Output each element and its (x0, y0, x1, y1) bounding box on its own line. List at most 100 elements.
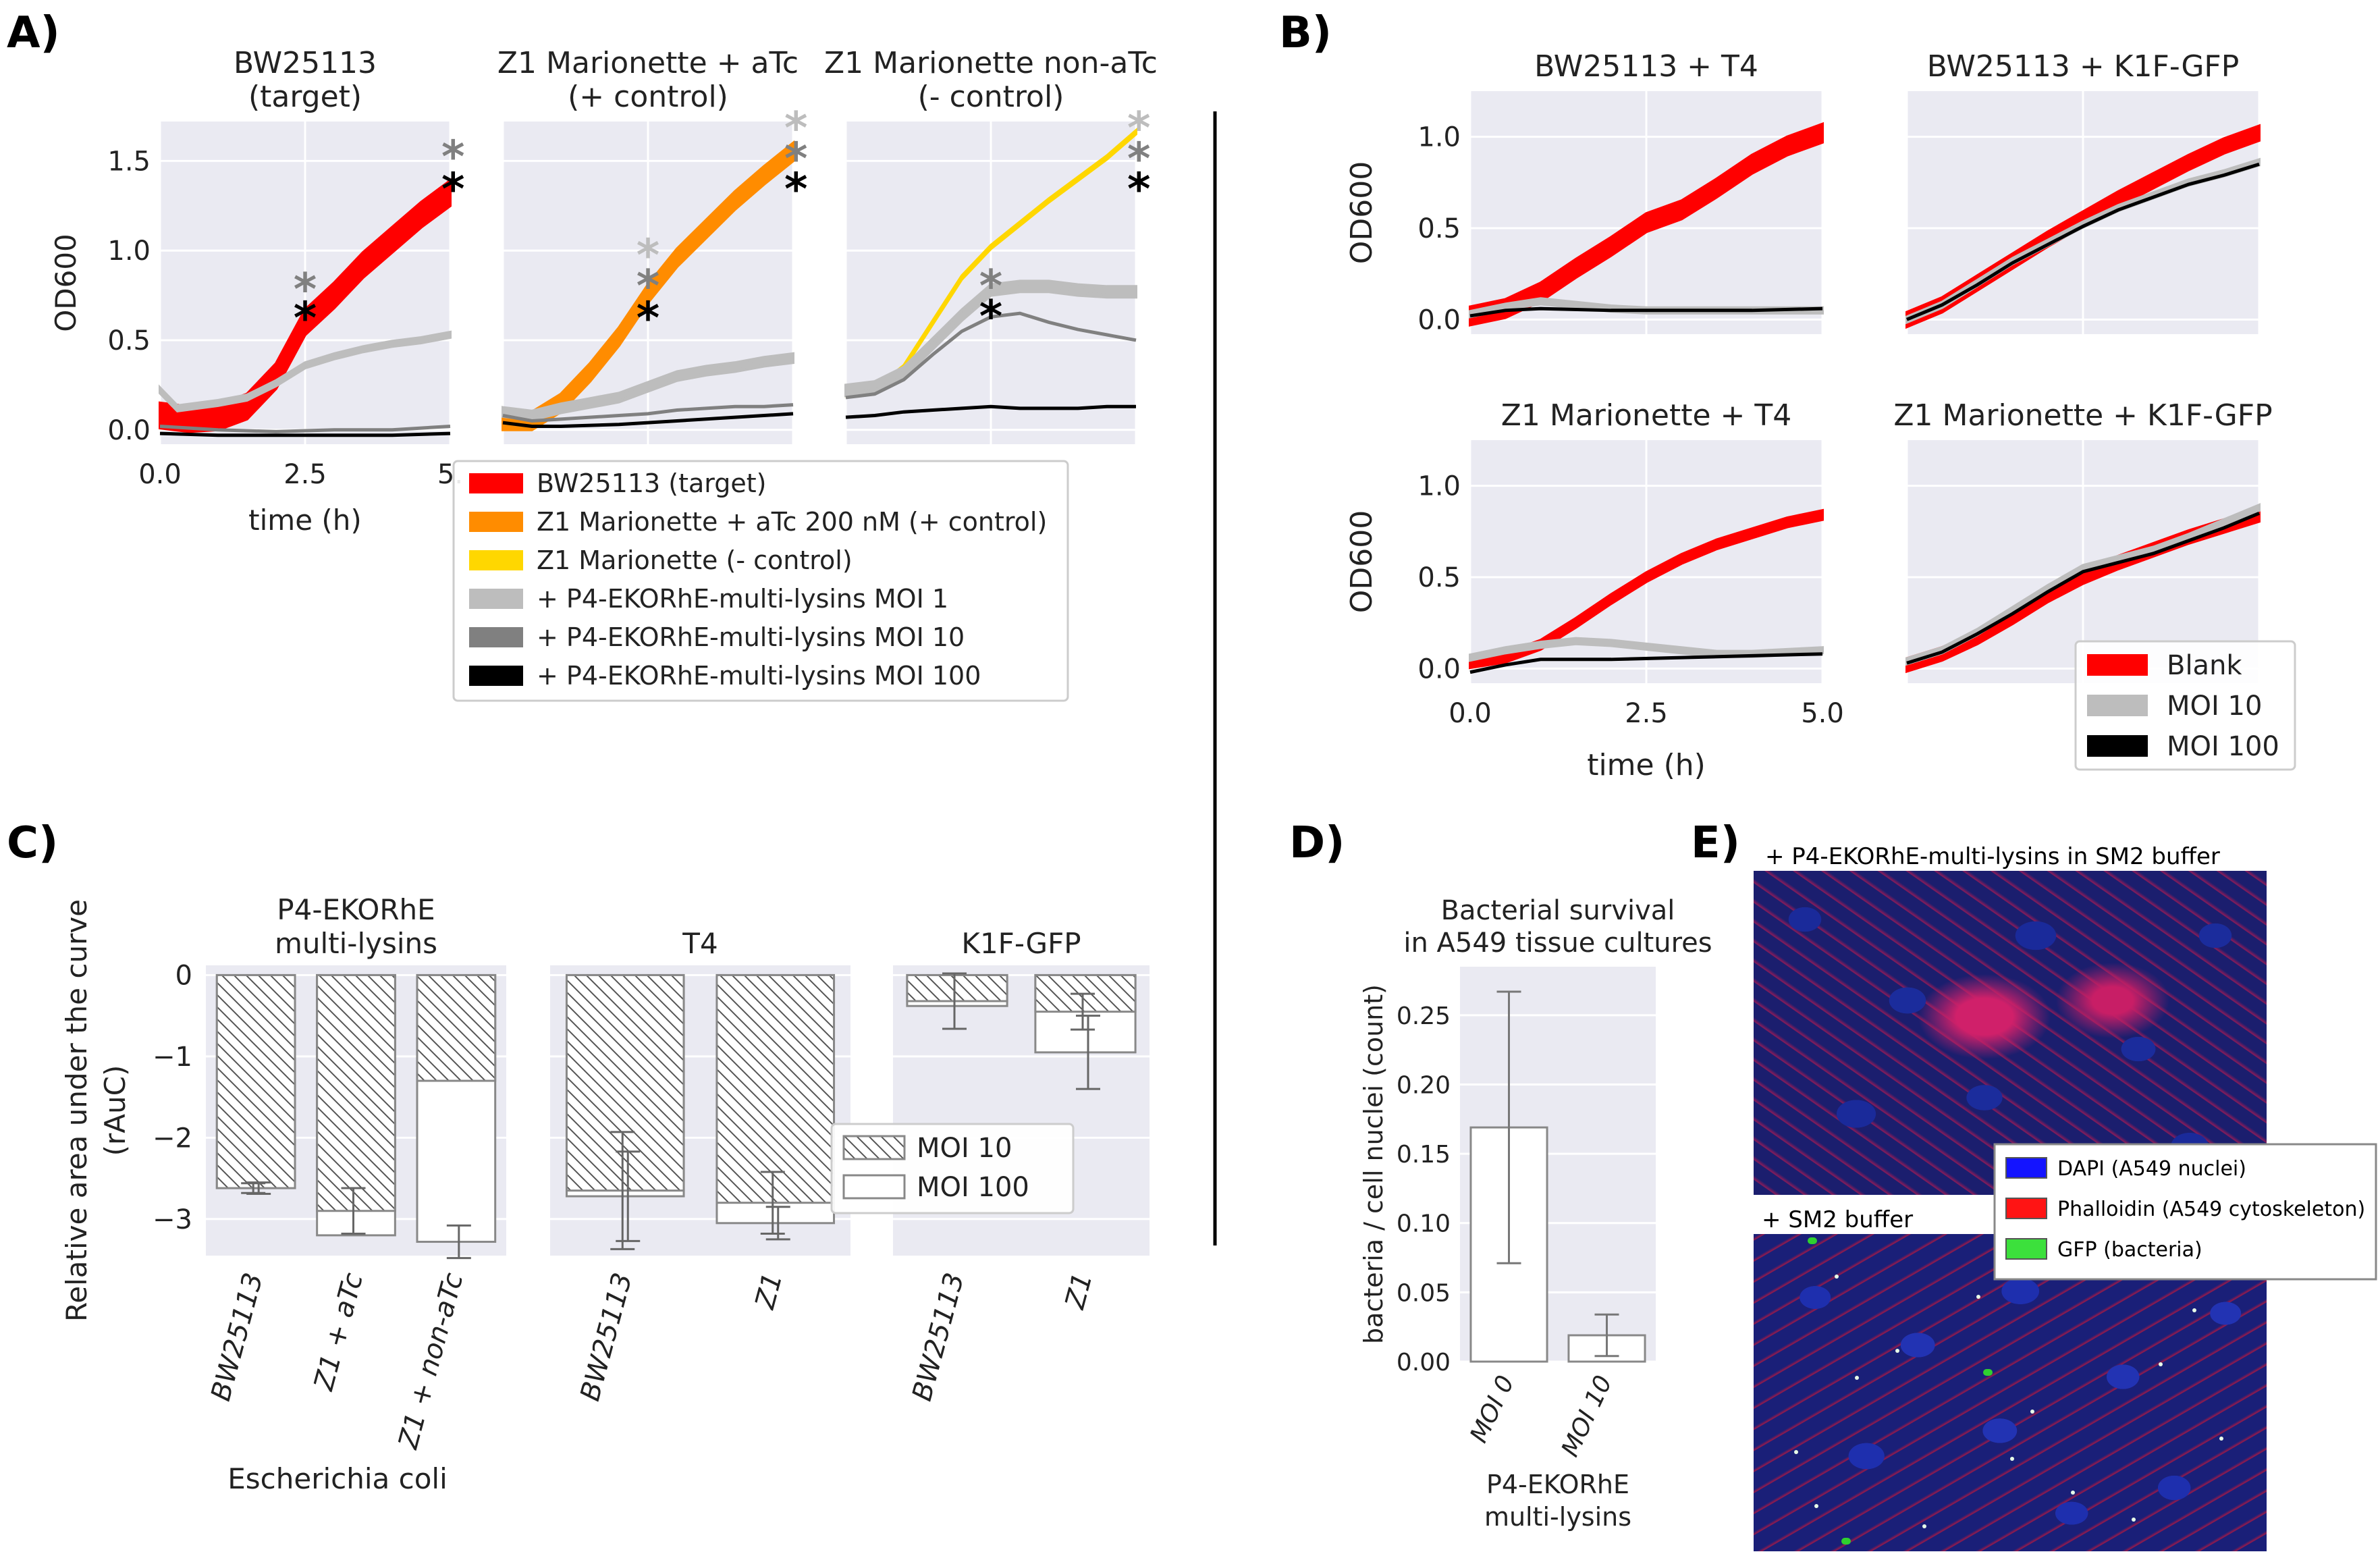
legend-swatch (842, 1174, 906, 1200)
x-tick-label: Z1 + aTc (308, 1270, 369, 1395)
panel-label-B: B) (1279, 8, 1332, 58)
series-line (1469, 639, 1823, 660)
subplot-title: P4-EKORhE (277, 893, 435, 926)
legend-swatch (469, 589, 523, 609)
y-tick-label: 1.0 (1417, 122, 1461, 153)
panel-b: 0.0 0.5 1.0 BW25113 + T4 BW25113 + K1F-GFP 0.… (1345, 49, 2296, 782)
legend-swatch (2087, 735, 2148, 757)
significance-star: * (1127, 163, 1151, 215)
significance-star: * (441, 131, 465, 183)
y-tick-label: 0 (175, 960, 192, 991)
bacteria-dot (2132, 1518, 2136, 1522)
panel-d: MOI 0 MOI 10 0.00 0.05 0.10 0.15 0.20 0.25 Bacte… (1359, 895, 1712, 1532)
y-axis-label: OD600 (1345, 161, 1379, 265)
y-tick-label: 1.5 (107, 146, 151, 177)
y-tick-label: 0.20 (1397, 1071, 1451, 1099)
bacteria-dot (2192, 1308, 2196, 1312)
subplot-title: (+ control) (568, 80, 728, 114)
x-axis-label: P4-EKORhE (1486, 1470, 1629, 1499)
y-axis-label: (rAuC) (99, 1065, 132, 1156)
x-tick-label: MOI 0 (1465, 1371, 1519, 1447)
legend-label: BW25113 (target) (537, 468, 766, 498)
series-band (159, 178, 452, 433)
panel-label-D: D) (1289, 818, 1345, 868)
y-tick-label: 0.10 (1397, 1210, 1451, 1238)
series-line (159, 333, 451, 410)
legend-label: + P4-EKORhE-multi-lysins MOI 1 (537, 584, 948, 614)
x-tick-label: 2.5 (283, 459, 327, 490)
x-axis-label: time (h) (1587, 748, 1706, 782)
series-line (845, 311, 1137, 400)
bacteria-dot (1855, 1376, 1859, 1380)
x-axis-label: Escherichia coli (227, 1462, 448, 1495)
legend-swatch (469, 550, 523, 570)
subplot-title: Z1 Marionette non-aTc (824, 46, 1158, 80)
panel-label-C: C) (7, 818, 58, 868)
series-line (502, 403, 794, 423)
legend-swatch (2087, 654, 2148, 676)
series-line (845, 404, 1136, 419)
subplot-title: BW25113 + T4 (1534, 49, 1758, 84)
gfp-spot (1808, 1237, 1817, 1244)
chart-title: in A549 tissue cultures (1403, 928, 1712, 959)
x-axis-label: time (h) (248, 504, 362, 537)
subplot-title: (- control) (918, 80, 1064, 114)
bacteria-dot (1794, 1450, 1798, 1454)
significance-star: * (1127, 103, 1151, 155)
legend-swatch (2087, 695, 2148, 716)
bar-moi10 (215, 973, 296, 1189)
legend-swatch (469, 473, 523, 493)
legend-label: MOI 10 (917, 1133, 1012, 1164)
legend-label: Z1 Marionette (- control) (537, 545, 853, 575)
bar-moi10 (416, 973, 497, 1082)
subplot-title: BW25113 (234, 46, 377, 80)
y-tick-label: 0.15 (1397, 1141, 1451, 1169)
subplot-title: Z1 Marionette + T4 (1501, 398, 1792, 433)
y-tick-label: −1 (153, 1042, 192, 1073)
y-tick-label: 0.0 (1417, 304, 1461, 336)
significance-star: * (294, 264, 317, 316)
series-line (845, 284, 1136, 392)
y-tick-label: 0.05 (1397, 1279, 1451, 1307)
x-tick-label: 0.0 (138, 459, 182, 490)
chart-title: Bacterial survival (1441, 895, 1675, 926)
series-line (1469, 652, 1823, 674)
x-tick-label: Z1 + non-aTc (393, 1270, 470, 1453)
panel-label-E: E) (1691, 818, 1740, 868)
legend-label: MOI 10 (2167, 691, 2262, 722)
x-tick-label: 0.0 (1449, 698, 1492, 729)
bacteria-dot (1835, 1275, 1839, 1279)
bacteria-dot (2159, 1362, 2163, 1366)
bacteria-dot (2105, 1261, 2109, 1265)
legend-label: Z1 Marionette + aTc 200 nM (+ control) (537, 507, 1047, 537)
x-tick-label: BW25113 (574, 1270, 639, 1405)
y-axis-label: OD600 (1345, 510, 1379, 614)
significance-star: * (784, 133, 808, 185)
legend-swatch (469, 627, 523, 647)
bacteria-dot (1922, 1524, 1926, 1528)
series-line (159, 192, 452, 421)
bacteria-dot (1976, 1295, 1980, 1299)
panel-e: + P4-EKORhE-multi-lysins in SM2 buffer + … (1762, 843, 2220, 1233)
x-tick-label: Z1 (1059, 1270, 1098, 1313)
series-line (1469, 131, 1823, 318)
significance-star: * (784, 103, 808, 155)
image-label-bottom: + SM2 buffer (1762, 1206, 1913, 1233)
x-tick-label: MOI 10 (1557, 1371, 1618, 1461)
panel-c: BW25113 Z1 + aTc Z1 + non-aTc P4-EKORhEmult… (60, 893, 1150, 1495)
series-line (1906, 511, 2260, 665)
legend-label: + P4-EKORhE-multi-lysins MOI 100 (537, 661, 981, 691)
image-label-top: + P4-EKORhE-multi-lysins in SM2 buffer (1765, 843, 2220, 870)
bar-moi10 (565, 973, 685, 1192)
y-tick-label: 0.25 (1397, 1002, 1451, 1030)
legend-label: + P4-EKORhE-multi-lysins MOI 10 (537, 622, 965, 652)
x-axis-label: multi-lysins (1484, 1502, 1631, 1532)
legend-swatch (469, 666, 523, 686)
bar-moi10 (715, 973, 836, 1204)
significance-star: * (637, 292, 660, 344)
bar-moi10 (316, 973, 396, 1212)
significance-star: * (784, 163, 808, 215)
panel-a: ****0.00.51.01.50.0 2.5 5.BW25113(target)*… (49, 46, 1158, 702)
significance-star: * (637, 230, 660, 282)
